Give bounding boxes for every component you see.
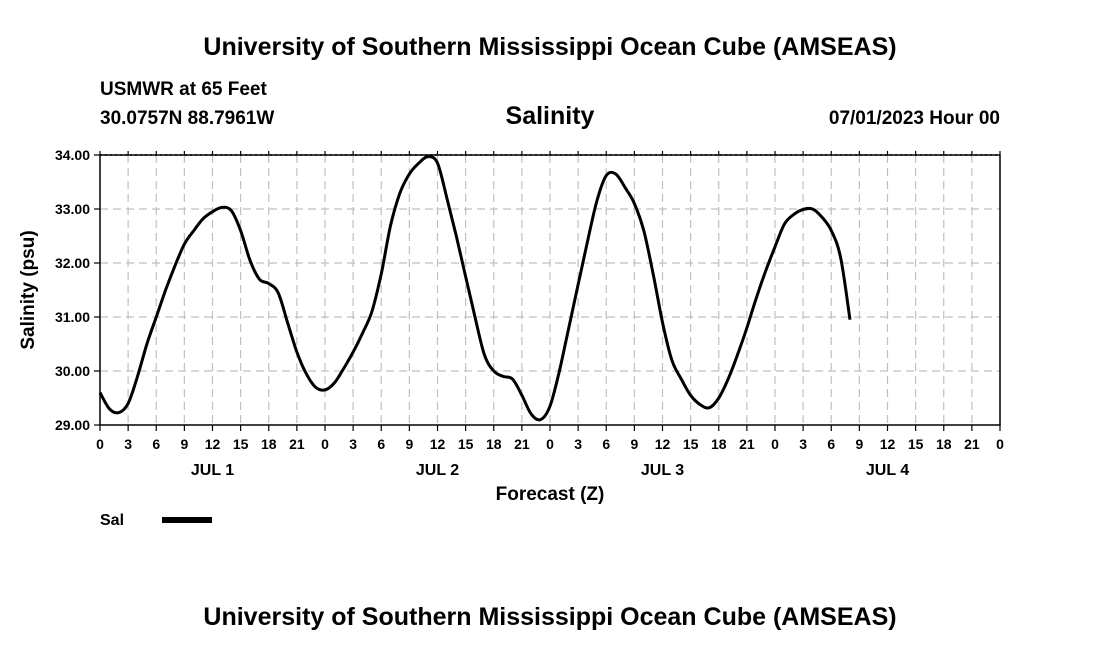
x-tick-label: 15: [458, 436, 474, 452]
x-tick-label: 21: [289, 436, 305, 452]
x-tick-label: 3: [574, 436, 582, 452]
x-tick-label: 9: [405, 436, 413, 452]
x-tick-label: 0: [546, 436, 554, 452]
y-axis-title: Salinity (psu): [18, 230, 39, 349]
axis-ticks: [94, 151, 1001, 431]
x-tick-label: 0: [996, 436, 1004, 452]
datetime-label: 07/01/2023 Hour 00: [829, 108, 1000, 129]
y-tick-label: 33.00: [55, 201, 90, 217]
day-labels: JUL 1 JUL 2 JUL 3 JUL 4: [191, 462, 909, 479]
x-tick-label: 9: [630, 436, 638, 452]
x-tick-label: 21: [739, 436, 755, 452]
x-tick-label: 12: [205, 436, 221, 452]
series-layer: [98, 155, 852, 422]
x-tick-label: 12: [655, 436, 671, 452]
x-tick-labels: 0 3 6 9 12 15 18 21 0 3 6 9 12 15 18 21 0 3 6 9 12 15 18 21 0 3 6 9…: [96, 436, 1004, 452]
x-axis-title: Forecast (Z): [496, 484, 605, 505]
x-tick-label: 0: [321, 436, 329, 452]
day-label: JUL 3: [641, 462, 684, 479]
legend: Sal: [100, 512, 212, 529]
y-tick-label: 32.00: [55, 255, 90, 271]
x-tick-label: 6: [827, 436, 835, 452]
day-label: JUL 4: [866, 462, 909, 479]
x-tick-label: 18: [936, 436, 952, 452]
x-tick-label: 12: [430, 436, 446, 452]
x-tick-label: 6: [602, 436, 610, 452]
x-tick-label: 15: [233, 436, 249, 452]
day-label: JUL 2: [416, 462, 459, 479]
series-line-sal: [98, 155, 852, 422]
chart-header-title: University of Southern Mississippi Ocean…: [203, 33, 896, 61]
x-tick-label: 6: [152, 436, 160, 452]
y-tick-label: 34.00: [55, 147, 90, 163]
x-tick-label: 0: [96, 436, 104, 452]
x-tick-label: 15: [908, 436, 924, 452]
x-tick-label: 21: [514, 436, 530, 452]
x-tick-label: 0: [771, 436, 779, 452]
x-tick-label: 18: [711, 436, 727, 452]
x-tick-label: 9: [180, 436, 188, 452]
footer-title: University of Southern Mississippi Ocean…: [203, 603, 896, 631]
x-tick-label: 15: [683, 436, 699, 452]
x-tick-label: 18: [261, 436, 277, 452]
x-tick-label: 6: [377, 436, 385, 452]
grid-lines: [100, 155, 1000, 425]
station-label: USMWR at 65 Feet: [100, 79, 267, 100]
x-tick-label: 3: [349, 436, 357, 452]
y-tick-label: 29.00: [55, 417, 90, 433]
y-tick-labels: 29.00 30.00 31.00 32.00 33.00 34.00: [55, 147, 90, 433]
y-tick-label: 30.00: [55, 363, 90, 379]
coordinates-label: 30.0757N 88.7961W: [100, 108, 274, 129]
x-tick-label: 21: [964, 436, 980, 452]
x-tick-label: 3: [124, 436, 132, 452]
chart-title: Salinity: [506, 102, 595, 130]
x-tick-label: 9: [855, 436, 863, 452]
day-label: JUL 1: [191, 462, 234, 479]
x-tick-label: 12: [880, 436, 896, 452]
legend-swatch-sal: [162, 517, 212, 523]
x-tick-label: 18: [486, 436, 502, 452]
x-tick-label: 3: [799, 436, 807, 452]
y-tick-label: 31.00: [55, 309, 90, 325]
legend-label-sal: Sal: [100, 512, 124, 529]
